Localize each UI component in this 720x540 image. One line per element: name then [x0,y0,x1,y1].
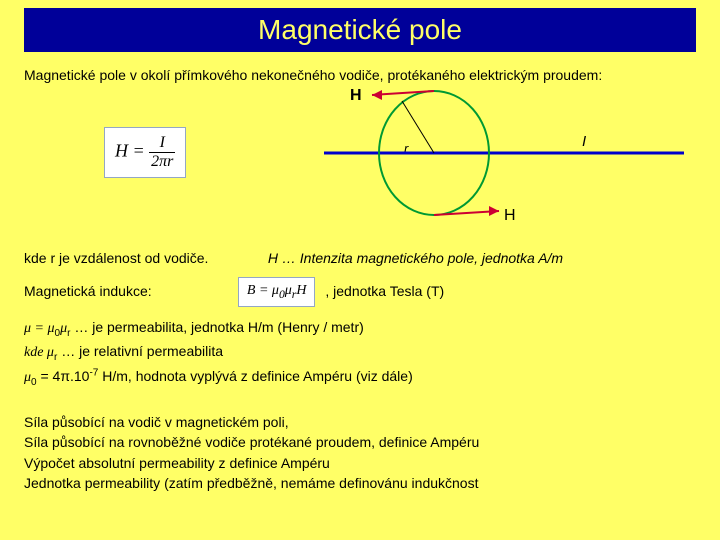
formula-frac: I2πr [149,134,175,171]
diagram-area: H = I2πr H H I r [24,91,696,241]
formula-H: H = I2πr [104,127,186,178]
induction-formula: B = μ0μrH [238,277,316,307]
formula-den: 2πr [149,153,175,171]
induction-label: Magnetická indukce: [24,282,234,302]
row-r-meaning: kde r je vzdálenost od vodiče. H … Inten… [24,249,696,269]
perm-line-1: μ = μ0μr … je permeabilita, jednotka H/m… [24,317,696,341]
force-line-3: Výpočet absolutní permeability z definic… [24,453,696,473]
perm2-c: … je relativní permeabilita [57,343,223,359]
formula-num: I [149,134,175,153]
formula-eq: = [128,141,149,161]
permeability-block: μ = μ0μr … je permeabilita, jednotka H/m… [24,317,696,390]
force-line-4: Jednotka permeability (zatím předběžně, … [24,473,696,493]
perm1-a: μ = μ [24,321,55,336]
perm3-c: = 4π.10 [37,368,90,384]
perm1-e: … je permeabilita, jednotka H/m (Henry /… [70,319,363,335]
perm3-e: H/m, hodnota vyplývá z definice Ampéru (… [98,368,412,384]
force-block: Síla působící na vodič v magnetickém pol… [24,412,696,493]
formula-H-var: H [115,141,128,161]
intensity-note: H … Intenzita magnetického pole, jednotk… [268,249,563,269]
perm-line-3: μ0 = 4π.10-7 H/m, hodnota vyplývá z defi… [24,366,696,390]
perm-line-2: kde μr … je relativní permeabilita [24,341,696,365]
force-line-1: Síla působící na vodič v magnetickém pol… [24,412,696,432]
perm2-a: kde μ [24,345,54,360]
title-text: Magnetické pole [258,14,462,45]
r-meaning: kde r je vzdálenost od vodiče. [24,249,234,269]
induction-unit: , jednotka Tesla (T) [325,283,444,299]
force-line-2: Síla působící na rovnoběžné vodiče proté… [24,432,696,452]
field-diagram [324,83,684,243]
perm3-a: μ [24,370,31,385]
row-induction: Magnetická indukce: B = μ0μrH , jednotka… [24,277,696,307]
title-bar: Magnetické pole [24,8,696,52]
